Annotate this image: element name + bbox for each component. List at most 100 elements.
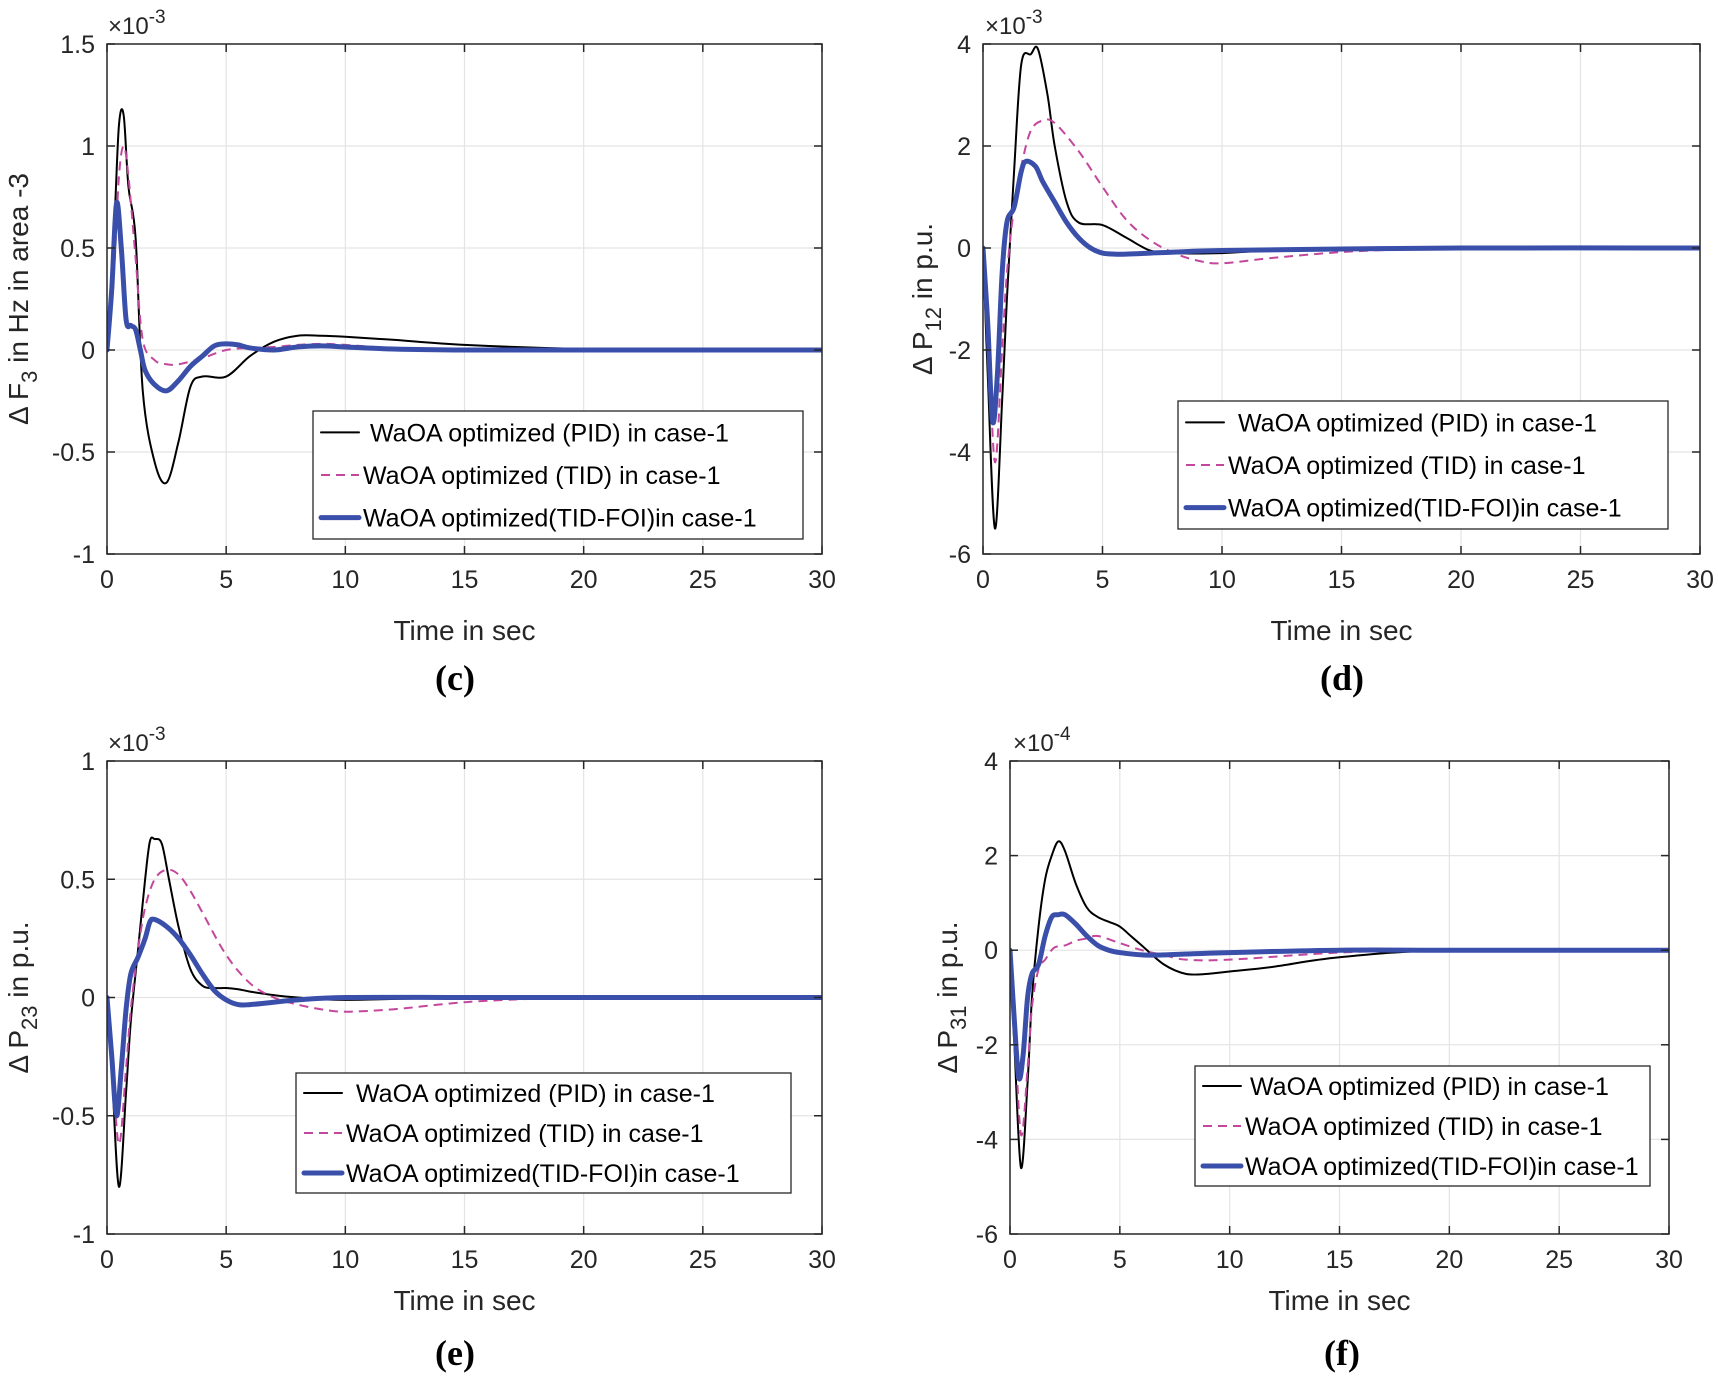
x-tick-label: 10	[331, 1246, 359, 1274]
legend-label-1: WaOA optimized (PID) in case-1	[1238, 409, 1597, 437]
x-tick-label: 0	[976, 566, 990, 594]
x-tick-label: 15	[1328, 566, 1356, 594]
series-group	[107, 836, 822, 1188]
y-tick-label: -2	[949, 337, 971, 365]
x-tick-label: 25	[689, 1246, 717, 1274]
series-line-3	[107, 199, 822, 394]
x-tick-label: 30	[1686, 566, 1714, 594]
x-axis-label: Time in sec	[393, 1285, 535, 1316]
x-tick-label: 10	[331, 566, 359, 594]
series-line-2	[983, 118, 1700, 464]
exponent-label: ×10-4	[1013, 724, 1071, 757]
legend-label-2: WaOA optimized (TID) in case-1	[346, 1120, 704, 1148]
chart-f: 0 5 10 15 20 25 30 -6 -4 -2 0 2 4 ×10-4 Time in sec Δ P…	[932, 724, 1683, 1373]
y-tick-label: 2	[984, 843, 998, 871]
series-line-1	[107, 108, 822, 485]
legend: WaOA optimized (PID) in case-1 WaOA optim…	[295, 1072, 792, 1194]
x-tick-label: 5	[219, 566, 233, 594]
caption-c: (c)	[435, 658, 475, 698]
legend: WaOA optimized (PID) in case-1 WaOA optim…	[312, 410, 804, 540]
x-tick-label: 15	[451, 566, 479, 594]
legend-box	[295, 1072, 792, 1194]
legend-box	[1177, 400, 1669, 530]
y-tick-label: -2	[976, 1032, 998, 1060]
x-tick-label: 20	[570, 1246, 598, 1274]
legend-label-3: WaOA optimized(TID-FOI)in case-1	[346, 1160, 740, 1188]
x-tick-label: 15	[451, 1246, 479, 1274]
legend: WaOA optimized (PID) in case-1 WaOA optim…	[1194, 1065, 1651, 1187]
y-tick-label: 0	[81, 985, 95, 1013]
x-tick-label: 20	[1435, 1246, 1463, 1274]
y-tick-label: 4	[957, 31, 971, 59]
y-tick-label: 0	[984, 937, 998, 965]
chart-d: 0 5 10 15 20 25 30 -6 -4 -2 0 2 4 ×10-3 Time in sec Δ P…	[907, 7, 1714, 698]
x-tick-label: 20	[570, 566, 598, 594]
x-tick-label: 25	[1545, 1246, 1573, 1274]
exponent-label: ×10-3	[985, 7, 1043, 40]
y-axis-label: Δ F3 in Hz in area -3	[3, 173, 42, 425]
y-tick-label: 4	[984, 748, 998, 776]
x-axis-label: Time in sec	[1270, 615, 1412, 646]
y-axis-label: Δ P31 in p.u.	[932, 921, 971, 1073]
y-tick-label: -6	[949, 541, 971, 569]
y-tick-label: -4	[949, 439, 971, 467]
x-tick-label: 30	[1655, 1246, 1683, 1274]
legend-label-2: WaOA optimized (TID) in case-1	[363, 462, 721, 490]
legend-label-1: WaOA optimized (PID) in case-1	[370, 419, 729, 447]
y-tick-label: -6	[976, 1221, 998, 1249]
x-tick-label: 5	[1096, 566, 1110, 594]
y-axis-label: Δ P23 in p.u.	[3, 921, 42, 1073]
x-tick-label: 30	[808, 1246, 836, 1274]
y-tick-label: -4	[976, 1126, 998, 1154]
y-tick-label: 0	[957, 235, 971, 263]
chart-c: 0 5 10 15 20 25 30 -1 -0.5 0 0.5 1 1.5 ×10-3 Time in s…	[3, 7, 836, 698]
exponent-label: ×10-3	[108, 724, 166, 757]
series-line-3	[107, 916, 822, 1119]
y-tick-label: 1	[81, 133, 95, 161]
x-tick-label: 10	[1216, 1246, 1244, 1274]
series-group	[983, 45, 1700, 530]
caption-e: (e)	[435, 1333, 475, 1373]
y-tick-label: 0	[81, 337, 95, 365]
legend-label-3: WaOA optimized(TID-FOI)in case-1	[1245, 1153, 1639, 1181]
legend-label-3: WaOA optimized(TID-FOI)in case-1	[363, 505, 757, 533]
series-line-3	[1010, 911, 1669, 1082]
legend-label-2: WaOA optimized (TID) in case-1	[1245, 1113, 1603, 1141]
y-tick-label: 1.5	[60, 31, 95, 59]
y-tick-label: -1	[73, 1221, 95, 1249]
x-tick-label: 15	[1326, 1246, 1354, 1274]
x-tick-label: 0	[100, 566, 114, 594]
series-line-2	[107, 868, 822, 1146]
x-tick-label: 10	[1208, 566, 1236, 594]
x-axis-label: Time in sec	[393, 615, 535, 646]
caption-d: (d)	[1320, 658, 1364, 698]
x-tick-label: 25	[1567, 566, 1595, 594]
x-axis-label: Time in sec	[1268, 1285, 1410, 1316]
x-tick-label: 25	[689, 566, 717, 594]
y-tick-label: 2	[957, 133, 971, 161]
legend-label-1: WaOA optimized (PID) in case-1	[356, 1080, 715, 1108]
y-tick-label: -0.5	[52, 1103, 95, 1131]
y-tick-label: -1	[73, 541, 95, 569]
y-tick-label: 0.5	[60, 235, 95, 263]
legend-box	[1194, 1065, 1651, 1187]
x-tick-label: 5	[219, 1246, 233, 1274]
caption-f: (f)	[1324, 1333, 1360, 1373]
x-tick-label: 0	[100, 1246, 114, 1274]
series-line-3	[983, 158, 1700, 426]
x-tick-label: 20	[1447, 566, 1475, 594]
y-axis-label: Δ P12 in p.u.	[907, 223, 946, 375]
exponent-label: ×10-3	[108, 7, 166, 40]
legend-label-1: WaOA optimized (PID) in case-1	[1250, 1073, 1609, 1101]
chart-e: 0 5 10 15 20 25 30 -1 -0.5 0 0.5 1 ×10-3 Time in sec Δ…	[3, 724, 836, 1373]
series-group	[107, 108, 822, 485]
series-group	[1010, 840, 1669, 1169]
y-tick-label: 0.5	[60, 866, 95, 894]
legend-box	[312, 410, 804, 540]
x-tick-label: 30	[808, 566, 836, 594]
legend: WaOA optimized (PID) in case-1 WaOA optim…	[1177, 400, 1669, 530]
x-tick-label: 0	[1003, 1246, 1017, 1274]
legend-label-2: WaOA optimized (TID) in case-1	[1228, 452, 1586, 480]
legend-label-3: WaOA optimized(TID-FOI)in case-1	[1228, 495, 1622, 523]
